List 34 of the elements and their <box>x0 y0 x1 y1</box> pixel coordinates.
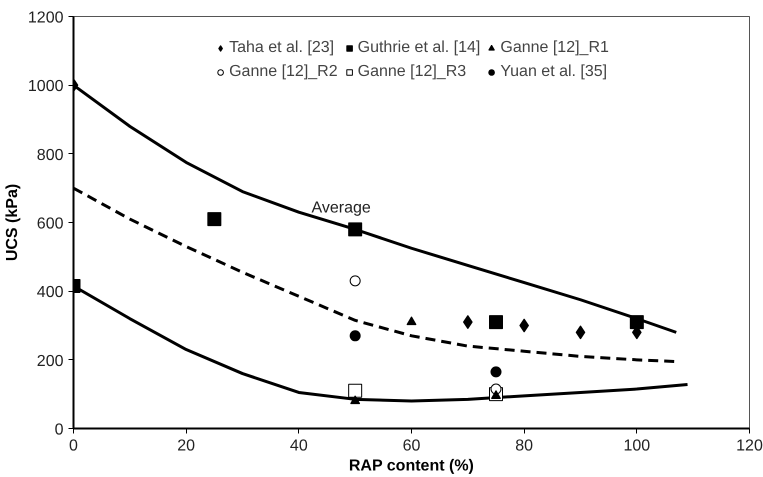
y-axis-title: UCS (kPa) <box>4 184 21 262</box>
x-tick-label: 100 <box>623 438 650 454</box>
legend-label: Ganne [12]_R1 <box>500 39 609 57</box>
point <box>348 384 362 398</box>
y-tick-label: 800 <box>36 146 64 164</box>
x-tick-label: 120 <box>736 438 763 454</box>
y-tick-label: 200 <box>36 352 64 370</box>
point <box>350 275 361 286</box>
y-tick-label: 600 <box>36 216 64 232</box>
legend-label: Yuan et al. [35] <box>500 63 608 81</box>
y-tick-label: 1200 <box>28 10 64 26</box>
annotation: Average <box>312 200 371 216</box>
point <box>350 330 361 342</box>
x-axis-title: RAP content (%) <box>348 458 474 474</box>
x-tick-label: 0 <box>69 438 78 454</box>
legend-label: Ganne [12]_R2 <box>229 63 338 81</box>
point <box>406 316 416 326</box>
y-tick-label: 400 <box>36 284 64 302</box>
point <box>348 222 362 236</box>
legend-label: Taha et al. [23] <box>229 39 334 57</box>
x-tick-label: 40 <box>290 438 308 454</box>
point <box>489 315 503 330</box>
point <box>519 318 529 332</box>
x-tick-label: 80 <box>515 438 534 454</box>
legend-label: Ganne [12]_R3 <box>358 63 466 81</box>
x-tick-label: 20 <box>177 438 196 454</box>
legend-label: Guthrie et al. [14] <box>358 39 480 57</box>
point <box>490 366 502 378</box>
point <box>207 212 222 226</box>
y-tick-label: 1000 <box>28 78 64 96</box>
point <box>630 315 644 330</box>
x-tick-label: 60 <box>402 438 420 454</box>
point <box>350 395 360 404</box>
y-tick-label: 0 <box>54 422 64 438</box>
